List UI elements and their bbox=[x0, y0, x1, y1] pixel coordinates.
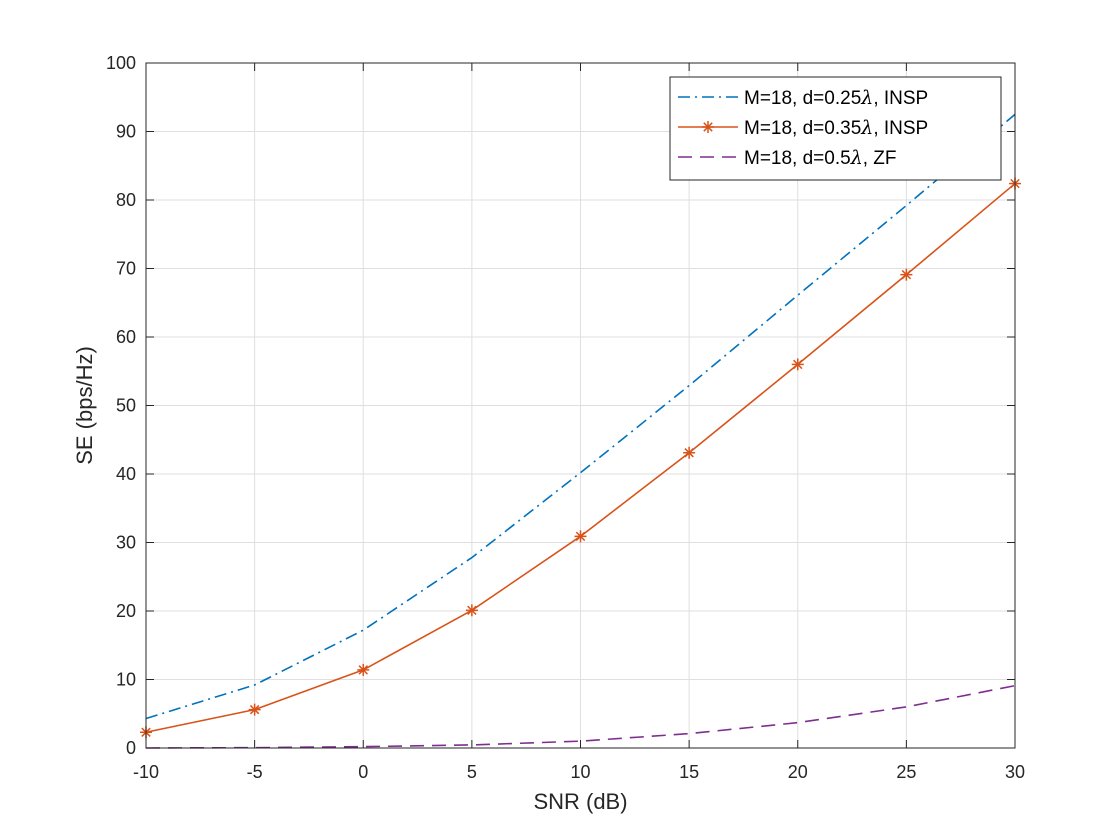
x-tick-labels: -10 -5 0 5 10 15 20 25 30 bbox=[133, 762, 1025, 782]
x-tick-label: -5 bbox=[247, 762, 263, 782]
legend-label-2: M=18, d=0.35λ, INSP bbox=[744, 117, 928, 139]
x-tick-label: 15 bbox=[679, 762, 699, 782]
data-point-s2 bbox=[900, 268, 913, 281]
y-tick-label: 0 bbox=[126, 738, 136, 758]
data-point-s2 bbox=[791, 358, 804, 371]
legend-label-suffix: , ZF bbox=[863, 148, 897, 169]
x-tick-label: 10 bbox=[570, 762, 590, 782]
y-tick-label: 70 bbox=[116, 259, 136, 279]
legend-label-1: M=18, d=0.25λ, INSP bbox=[744, 87, 928, 109]
series-line-3 bbox=[145, 684, 1016, 749]
y-tick-label: 100 bbox=[106, 53, 136, 73]
y-tick-label: 90 bbox=[116, 122, 136, 142]
x-tick-label: 0 bbox=[358, 762, 368, 782]
y-tick-label: 10 bbox=[116, 670, 136, 690]
data-point-s2 bbox=[248, 703, 261, 716]
y-tick-label: 20 bbox=[116, 601, 136, 621]
data-point-s2 bbox=[465, 604, 478, 617]
x-axis-label: SNR (dB) bbox=[533, 789, 627, 814]
y-tick-label: 80 bbox=[116, 190, 136, 210]
legend-label-suffix: , INSP bbox=[873, 118, 928, 139]
lambda-symbol: λ bbox=[860, 87, 873, 109]
legend-label-prefix: M=18, d=0.25 bbox=[744, 88, 861, 109]
y-tick-label: 50 bbox=[116, 396, 136, 416]
legend-label-3: M=18, d=0.5λ, ZF bbox=[744, 147, 897, 169]
axis-ticks bbox=[145, 62, 1016, 749]
legend-box bbox=[669, 76, 1002, 181]
series-group bbox=[140, 113, 1021, 749]
y-tick-label: 40 bbox=[116, 464, 136, 484]
data-point-s2 bbox=[574, 530, 587, 543]
legend-label-suffix: , INSP bbox=[873, 88, 928, 109]
x-tick-label: 20 bbox=[788, 762, 808, 782]
x-tick-label: 25 bbox=[896, 762, 916, 782]
data-point-s2 bbox=[357, 663, 370, 676]
lambda-symbol: λ bbox=[860, 117, 873, 139]
legend-marker-2 bbox=[702, 121, 714, 133]
y-tick-labels: 0 10 20 30 40 50 60 70 80 90 100 bbox=[106, 53, 136, 758]
lambda-symbol: λ bbox=[850, 147, 863, 169]
y-tick-label: 30 bbox=[116, 533, 136, 553]
y-axis-label: SE (bps/Hz) bbox=[72, 346, 97, 465]
data-point-s2 bbox=[683, 446, 696, 459]
y-tick-label: 60 bbox=[116, 327, 136, 347]
x-tick-label: 5 bbox=[467, 762, 477, 782]
legend-label-prefix: M=18, d=0.35 bbox=[744, 118, 861, 139]
series-line-1 bbox=[145, 113, 1016, 720]
legend-label-prefix: M=18, d=0.5 bbox=[744, 148, 851, 169]
x-tick-label: 30 bbox=[1005, 762, 1025, 782]
x-tick-label: -10 bbox=[133, 762, 159, 782]
